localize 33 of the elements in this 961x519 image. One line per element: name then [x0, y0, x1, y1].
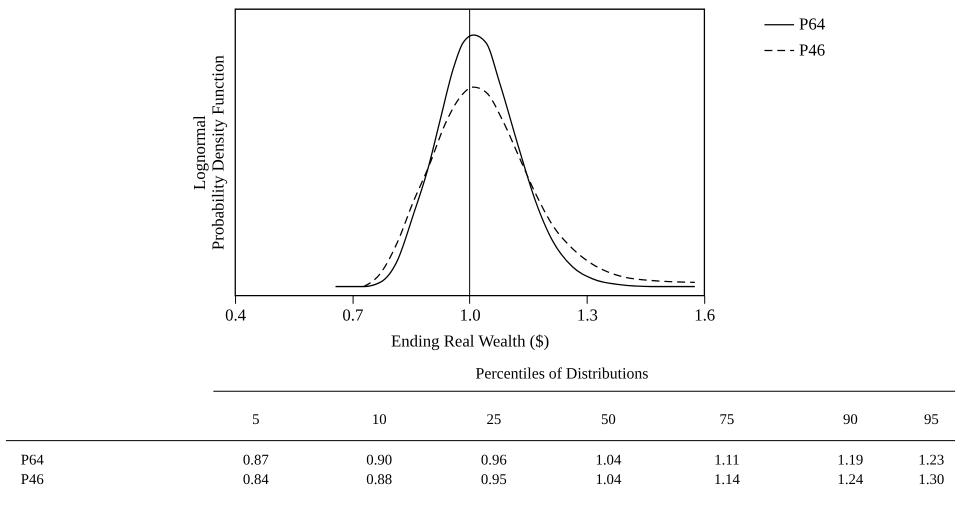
text: 95	[924, 412, 939, 428]
text: 25	[486, 412, 502, 428]
text: 1.19	[837, 452, 864, 468]
x-axis-title: Ending Real Wealth ($)	[391, 331, 550, 350]
x-tick-label: 0.4	[225, 306, 247, 325]
text: Percentiles of Distributions	[476, 365, 648, 382]
text: 0.90	[366, 452, 392, 468]
x-tick-label: 1.6	[694, 306, 716, 325]
text: 75	[720, 412, 734, 428]
text: 5	[252, 412, 260, 428]
text: 1.04	[595, 472, 622, 488]
text: 0.87	[242, 452, 269, 468]
text: 50	[601, 412, 616, 428]
text: 1.24	[837, 472, 864, 488]
text: 1.30	[918, 472, 944, 488]
text: 1.04	[595, 452, 622, 468]
legend-label: P46	[799, 40, 826, 60]
text: P64	[20, 452, 44, 468]
text: 0.88	[366, 472, 392, 488]
text: 1.14	[714, 472, 740, 488]
x-tick-label: 1.3	[576, 306, 598, 325]
text: P46	[20, 472, 44, 488]
text: 1.23	[918, 452, 944, 468]
text: 0.95	[480, 472, 507, 488]
text: 10	[372, 412, 387, 428]
text: 0.84	[242, 472, 270, 488]
x-tick-label: 1.0	[460, 306, 481, 325]
x-tick-label: 0.7	[342, 306, 364, 325]
text: 90	[842, 412, 858, 428]
text: 0.96	[480, 452, 507, 468]
legend-label: P64	[799, 14, 826, 34]
text: 1.11	[714, 452, 740, 468]
y-axis-title: Lognormal Probability Density Function	[190, 54, 228, 250]
